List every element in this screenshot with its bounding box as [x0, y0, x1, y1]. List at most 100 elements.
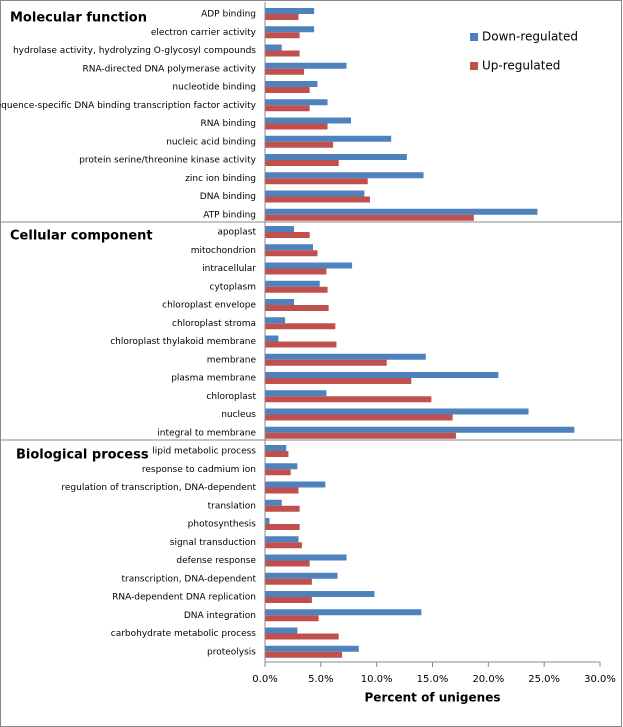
category-label: membrane — [207, 355, 257, 365]
bar — [265, 196, 370, 203]
bar — [265, 645, 359, 652]
category-label: apoplast — [217, 228, 256, 238]
bar — [265, 378, 412, 384]
bar — [265, 591, 375, 597]
bar — [265, 518, 270, 524]
x-axis-title: Percent of unigenes — [365, 691, 501, 705]
bar — [265, 396, 432, 403]
x-tick-label: 15.0% — [417, 674, 449, 685]
category-label: nucleotide binding — [172, 83, 256, 93]
category-label: mitochondrion — [191, 246, 256, 256]
bar — [265, 572, 338, 579]
bar — [265, 123, 328, 130]
category-label: RNA-directed DNA polymerase activity — [82, 64, 256, 74]
bar — [265, 44, 282, 51]
category-label: intracellular — [202, 264, 256, 274]
x-tick-label: 5.0% — [308, 674, 333, 685]
bar — [265, 451, 289, 457]
category-label: zinc ion binding — [185, 174, 256, 184]
bar — [265, 68, 305, 75]
bar — [265, 372, 499, 378]
bar — [265, 172, 424, 179]
bar — [265, 359, 387, 366]
bar — [265, 353, 426, 360]
bar — [265, 633, 339, 640]
bar — [265, 141, 334, 148]
panel-title: Molecular function — [10, 11, 147, 26]
bar — [265, 426, 575, 433]
category-label: response to cadmium ion — [142, 465, 256, 475]
panel-title: Cellular component — [10, 229, 153, 244]
legend-swatch — [470, 33, 478, 41]
category-label: chloroplast envelope — [162, 301, 256, 311]
category-label: ADP binding — [201, 10, 256, 20]
bar — [265, 341, 337, 348]
category-label: RNA binding — [200, 119, 256, 129]
bar — [265, 26, 315, 33]
bar — [265, 651, 343, 658]
bar — [265, 390, 327, 397]
category-label: chloroplast stroma — [172, 319, 256, 329]
category-label: electron carrier activity — [151, 28, 257, 38]
category-label: lipid metabolic process — [152, 447, 256, 457]
bar — [265, 615, 319, 622]
bar — [265, 524, 300, 530]
category-label: ATP binding — [203, 210, 256, 220]
bar — [265, 160, 339, 166]
category-label: plasma membrane — [171, 374, 256, 384]
category-label: protein serine/threonine kinase activity — [79, 156, 257, 166]
category-label: proteolysis — [207, 647, 256, 657]
category-label: hydrolase activity, hydrolyzing O-glycos… — [13, 46, 256, 56]
bar — [265, 262, 353, 269]
category-label: regulation of transcription, DNA-depende… — [61, 483, 256, 493]
bar — [265, 226, 295, 232]
bar — [265, 62, 347, 69]
panel-title: Biological process — [16, 448, 149, 463]
bar — [265, 560, 310, 567]
bar — [265, 50, 300, 57]
bar — [265, 317, 286, 324]
bar — [265, 536, 299, 543]
category-label: photosynthesis — [188, 520, 257, 530]
category-label: chloroplast — [206, 392, 256, 402]
bar — [265, 135, 392, 142]
bar — [265, 554, 347, 561]
bar — [265, 481, 326, 488]
bar — [265, 469, 291, 476]
bar — [265, 286, 328, 293]
bar — [265, 463, 298, 470]
bar — [265, 445, 287, 451]
category-label: DNA integration — [184, 611, 256, 621]
category-label: nucleic acid binding — [166, 137, 256, 147]
category-label: RNA-dependent DNA replication — [112, 593, 256, 603]
bar — [265, 499, 282, 506]
bar — [265, 305, 329, 311]
bar — [265, 578, 312, 585]
category-label: nucleus — [221, 410, 256, 420]
category-label: transcription, DNA-dependent — [121, 574, 256, 584]
x-tick-label: 25.0% — [528, 674, 560, 685]
bar — [265, 487, 299, 494]
x-tick-label: 0.0% — [252, 674, 277, 685]
category-label: carbohydrate metabolic process — [111, 629, 257, 639]
bar — [265, 432, 456, 439]
bar — [265, 323, 336, 330]
legend-label: Down-regulated — [482, 30, 578, 44]
bar — [265, 299, 295, 305]
bar — [265, 335, 279, 342]
bar — [265, 408, 529, 415]
bar — [265, 214, 474, 221]
bar — [265, 87, 310, 93]
category-label: defense response — [176, 556, 256, 566]
bar — [265, 32, 300, 39]
bar — [265, 117, 351, 124]
category-label: cytoplasm — [210, 282, 257, 292]
bar — [265, 280, 320, 287]
category-label: translation — [208, 501, 256, 511]
category-label: DNA binding — [200, 192, 256, 202]
bar — [265, 208, 538, 215]
category-label: signal transduction — [170, 538, 256, 548]
category-label: integral to membrane — [157, 428, 256, 438]
bar — [265, 105, 310, 112]
